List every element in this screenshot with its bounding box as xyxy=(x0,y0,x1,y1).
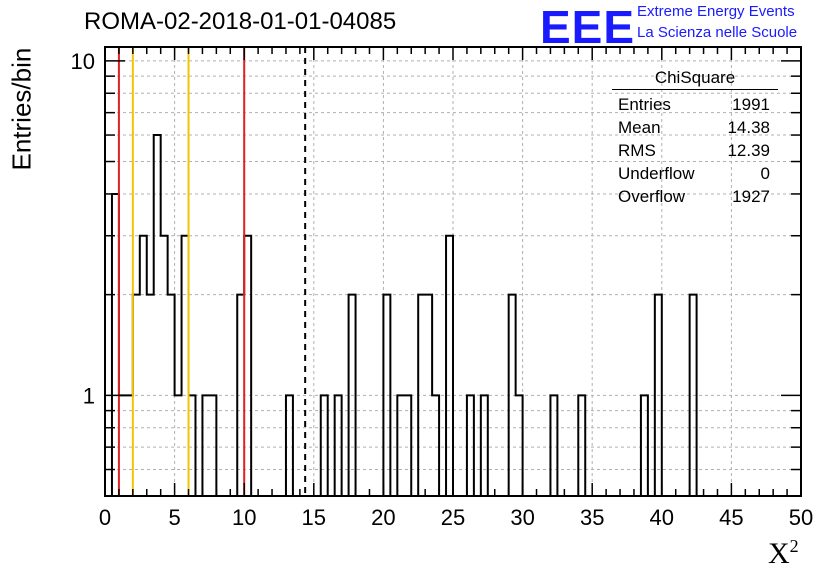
histogram-bin xyxy=(161,236,168,496)
histogram-bin xyxy=(432,395,439,496)
stats-row-underflow: Underflow 0 xyxy=(612,162,778,185)
histogram-bin xyxy=(446,236,453,496)
x-tick-label: 15 xyxy=(302,505,326,530)
histogram-bin xyxy=(147,295,154,496)
stats-row-overflow: Overflow 1927 xyxy=(612,185,778,208)
x-tick-label: 50 xyxy=(789,505,813,530)
x-axis-label: X2 xyxy=(768,536,799,570)
histogram-bin xyxy=(189,395,196,496)
stats-label: Overflow xyxy=(618,187,686,206)
histogram-bin xyxy=(690,295,697,496)
histogram-bin xyxy=(335,395,342,496)
stats-label: Underflow xyxy=(618,164,695,183)
histogram-bin xyxy=(467,395,474,496)
stats-label: Entries xyxy=(618,95,671,114)
histogram-bin xyxy=(209,395,216,496)
x-tick-label: 35 xyxy=(580,505,604,530)
stats-box: ChiSquare Entries 1991 Mean 14.38 RMS 12… xyxy=(612,68,778,208)
chart-title: ROMA-02-2018-01-01-04085 xyxy=(84,8,397,35)
histogram-bin xyxy=(655,295,662,496)
histogram-bin xyxy=(397,395,404,496)
stats-value: 12.39 xyxy=(727,141,770,160)
histogram-bin xyxy=(516,395,523,496)
histogram-bin xyxy=(133,295,140,496)
histogram-bin xyxy=(182,236,189,496)
histogram-bin xyxy=(404,395,411,496)
x-tick-label: 10 xyxy=(232,505,256,530)
histogram-bin xyxy=(550,395,557,496)
x-tick-label: 40 xyxy=(650,505,674,530)
histogram-bin xyxy=(509,295,516,496)
histogram-bin xyxy=(641,395,648,496)
logo-line-1: Extreme Energy Events xyxy=(637,3,795,20)
histogram-bin xyxy=(154,135,161,496)
stats-title: ChiSquare xyxy=(612,68,778,90)
histogram-bin xyxy=(175,395,182,496)
histogram-bin xyxy=(321,395,328,496)
y-axis-label: Entries/bin xyxy=(6,47,37,171)
stats-row-entries: Entries 1991 xyxy=(612,93,778,116)
x-tick-label: 45 xyxy=(719,505,743,530)
histogram-bin xyxy=(383,295,390,496)
stats-value: 1927 xyxy=(732,187,770,206)
histogram-bin xyxy=(140,236,147,496)
stats-label: RMS xyxy=(618,141,656,160)
histogram-bin xyxy=(425,295,432,496)
stats-row-mean: Mean 14.38 xyxy=(612,116,778,139)
y-tick-label: 10 xyxy=(71,49,95,74)
histogram-bin xyxy=(244,236,251,496)
histogram-bin xyxy=(578,395,585,496)
x-tick-label: 0 xyxy=(99,505,111,530)
stats-row-rms: RMS 12.39 xyxy=(612,139,778,162)
histogram-bin xyxy=(286,395,293,496)
eee-logo: EEE xyxy=(540,1,636,53)
histogram-bin xyxy=(202,395,209,496)
x-tick-label: 25 xyxy=(441,505,465,530)
stats-value: 1991 xyxy=(732,95,770,114)
logo-line-2: La Scienza nelle Scuole xyxy=(637,24,798,41)
histogram-bin xyxy=(237,295,244,496)
histogram-bin xyxy=(112,194,119,496)
histogram-bin xyxy=(418,295,425,496)
histogram-bin xyxy=(126,395,133,496)
stats-value: 14.38 xyxy=(727,118,770,137)
y-tick-label: 1 xyxy=(83,383,95,408)
x-tick-label: 5 xyxy=(168,505,180,530)
histogram-bin xyxy=(481,395,488,496)
stats-label: Mean xyxy=(618,118,661,137)
histogram-bin xyxy=(349,295,356,496)
x-tick-label: 20 xyxy=(371,505,395,530)
stats-value: 0 xyxy=(760,164,770,183)
x-tick-label: 30 xyxy=(510,505,534,530)
histogram-bin xyxy=(119,395,126,496)
histogram-bin xyxy=(168,295,175,496)
